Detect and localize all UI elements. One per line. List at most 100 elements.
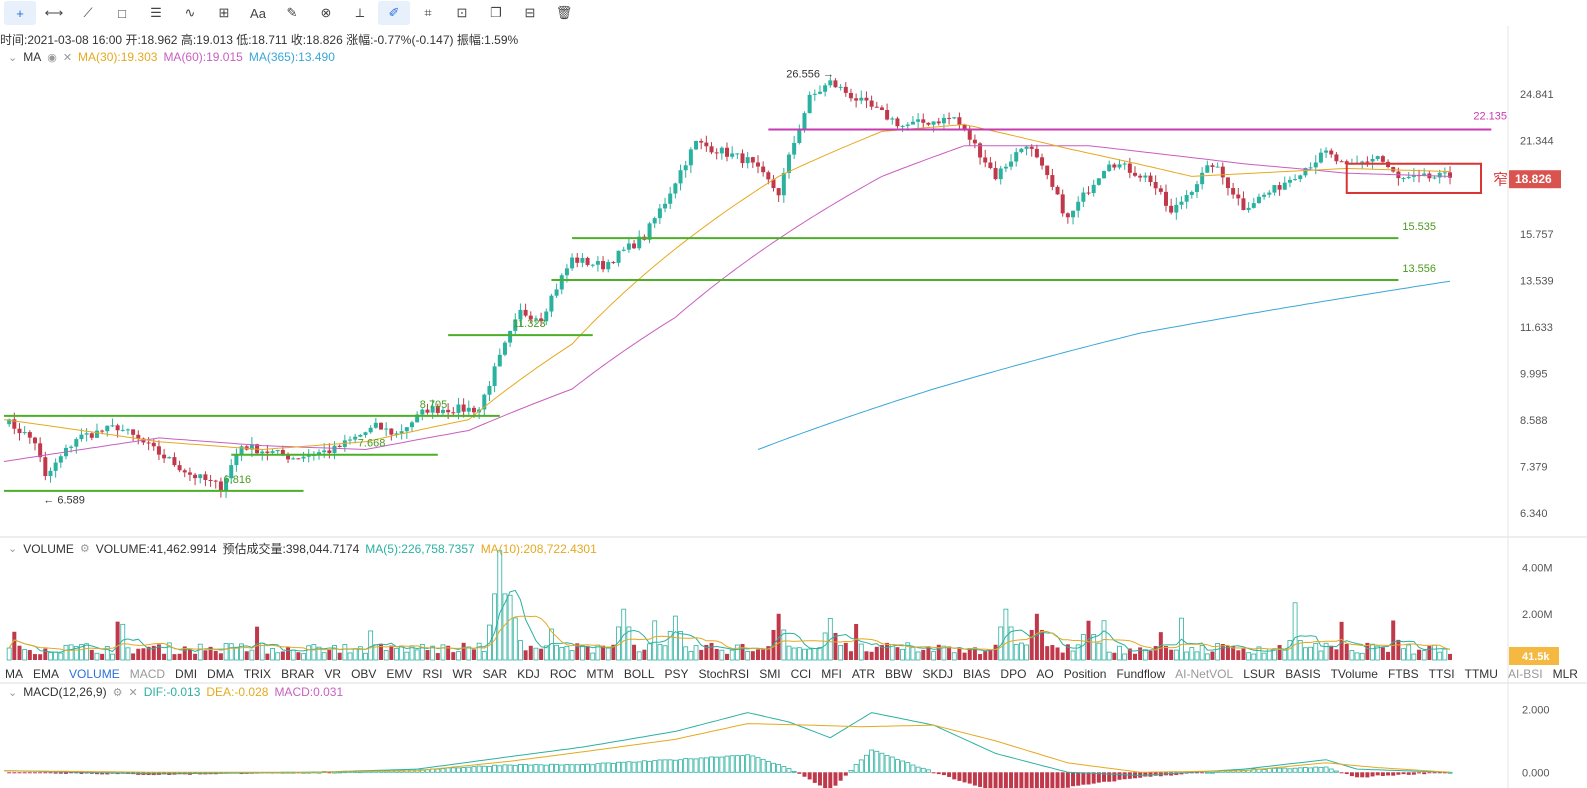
tab-fundflow[interactable]: Fundflow — [1116, 667, 1166, 681]
candle-body — [601, 261, 606, 270]
tab-smi[interactable]: SMI — [759, 667, 781, 681]
volume-bar — [791, 647, 797, 661]
candle-body — [337, 445, 342, 447]
tab-dmi[interactable]: DMI — [175, 667, 198, 681]
text-tool-icon[interactable]: Aa — [250, 5, 266, 21]
tab-basis[interactable]: BASIS — [1285, 667, 1321, 681]
volume-bar — [786, 645, 792, 661]
candle-body — [182, 470, 187, 473]
tab-position[interactable]: Position — [1063, 667, 1107, 681]
candle-body — [255, 444, 260, 454]
volume-bar — [357, 646, 363, 661]
tab-volume[interactable]: VOLUME — [69, 667, 120, 681]
candle-body — [869, 100, 874, 107]
volume-bar — [1210, 651, 1215, 660]
macd-histogram-bar — [683, 758, 689, 773]
volume-bar — [1122, 653, 1128, 661]
candle-body — [1225, 177, 1230, 189]
trend-line-tool-icon[interactable]: ⟋ — [83, 5, 93, 20]
tab-dpo[interactable]: DPO — [1000, 667, 1027, 681]
settings-icon[interactable]: ⚙ — [112, 686, 123, 699]
measure-tool-icon[interactable]: ⊞ — [218, 5, 230, 20]
parallel-lines-tool-icon[interactable]: ☰ — [150, 5, 162, 20]
tab-tvolume[interactable]: TVolume — [1330, 667, 1378, 681]
eye-icon[interactable]: ◉ — [47, 51, 57, 64]
tab-brar[interactable]: BRAR — [281, 667, 315, 681]
candle-body — [234, 455, 239, 466]
tab-ftbs[interactable]: FTBS — [1387, 667, 1419, 681]
tab-rsi[interactable]: RSI — [422, 667, 443, 681]
close-icon[interactable]: ✕ — [128, 686, 138, 699]
pen-tool-icon[interactable]: ✐ — [378, 1, 410, 25]
tab-ema[interactable]: EMA — [33, 667, 60, 681]
tab-cci[interactable]: CCI — [790, 667, 812, 681]
volume-bar — [1112, 652, 1117, 660]
macd-dea-line — [3, 723, 1451, 773]
tab-emv[interactable]: EMV — [386, 667, 413, 681]
rectangle-tool-icon[interactable]: □ — [118, 5, 126, 21]
macd-histogram-bar — [167, 772, 172, 775]
tab-skdj[interactable]: SKDJ — [922, 667, 954, 681]
tab-macd[interactable]: MACD — [129, 667, 166, 681]
copy-tool-icon[interactable]: ❐ — [490, 5, 502, 20]
tab-boll[interactable]: BOLL — [623, 667, 655, 681]
macd-histogram-bar — [688, 758, 694, 773]
tab-obv[interactable]: OBV — [351, 667, 377, 681]
candle-body — [745, 157, 750, 164]
magnet-tool-icon[interactable]: ⊗ — [320, 5, 332, 20]
brush-tool-icon[interactable]: ✎ — [286, 5, 298, 20]
tab-ttsi[interactable]: TTSI — [1428, 667, 1455, 681]
candle-body — [342, 440, 347, 447]
collapse-icon[interactable]: ⌄ — [8, 686, 18, 699]
hide-tool-icon[interactable]: ⊟ — [524, 5, 536, 20]
tab-mfi[interactable]: MFI — [821, 667, 842, 681]
ruler-tool-icon[interactable]: ⟂ — [355, 5, 365, 20]
pattern-tool-icon[interactable]: ⌗ — [424, 5, 432, 20]
tab-dma[interactable]: DMA — [207, 667, 234, 681]
tab-ttmu[interactable]: TTMU — [1464, 667, 1498, 681]
macd-histogram-bar — [1287, 768, 1293, 773]
macd-histogram-bar — [765, 761, 771, 773]
volume-bar — [978, 654, 983, 660]
candle-body — [1344, 161, 1349, 165]
volume-bar — [89, 649, 94, 660]
volume-bar — [1375, 645, 1381, 661]
tab-mlr[interactable]: MLR — [1552, 667, 1578, 681]
tab-wr[interactable]: WR — [452, 667, 473, 681]
macd-histogram-bar — [823, 772, 828, 788]
tab-bbw[interactable]: BBW — [885, 667, 913, 681]
tab-sar[interactable]: SAR — [482, 667, 508, 681]
volume-bar — [1437, 651, 1443, 661]
candle-body — [306, 455, 311, 457]
tab-atr[interactable]: ATR — [851, 667, 876, 681]
tab-stochrsi[interactable]: StochRSI — [698, 667, 750, 681]
tab-ai-bsi[interactable]: AI-BSI — [1507, 667, 1543, 681]
tab-lsur[interactable]: LSUR — [1243, 667, 1276, 681]
macd-histogram-bar — [729, 755, 735, 773]
lock-tool-icon[interactable]: ⊡ — [456, 5, 468, 20]
tab-mtm[interactable]: MTM — [586, 667, 614, 681]
tab-trix[interactable]: TRIX — [243, 667, 272, 681]
tab-ai-netvol[interactable]: AI-NetVOL — [1175, 667, 1234, 681]
tab-vr[interactable]: VR — [324, 667, 342, 681]
crosshair-tool-icon[interactable]: + — [4, 1, 36, 25]
tab-roc[interactable]: ROC — [549, 667, 577, 681]
tab-kdj[interactable]: KDJ — [517, 667, 540, 681]
tab-psy[interactable]: PSY — [664, 667, 689, 681]
wave-tool-icon[interactable]: ∿ — [184, 5, 196, 20]
trash-tool-icon[interactable]: 🗑 — [555, 5, 573, 20]
tab-bias[interactable]: BIAS — [963, 667, 991, 681]
close-icon[interactable]: ✕ — [62, 51, 73, 64]
horizontal-line-tool-icon[interactable]: ⟷ — [44, 5, 64, 20]
volume-bar — [740, 643, 745, 660]
tab-ao[interactable]: AO — [1036, 667, 1054, 681]
collapse-icon[interactable]: ⌄ — [8, 543, 18, 555]
price-tick-label: 13.539 — [1520, 275, 1554, 287]
candle-body — [1334, 154, 1339, 162]
macd-histogram-bar — [110, 772, 115, 774]
tab-ma[interactable]: MA — [5, 667, 23, 681]
settings-icon[interactable]: ⚙ — [79, 543, 90, 555]
candle-body — [1040, 157, 1045, 166]
collapse-icon[interactable]: ⌄ — [8, 51, 18, 64]
candle-body — [379, 422, 383, 430]
